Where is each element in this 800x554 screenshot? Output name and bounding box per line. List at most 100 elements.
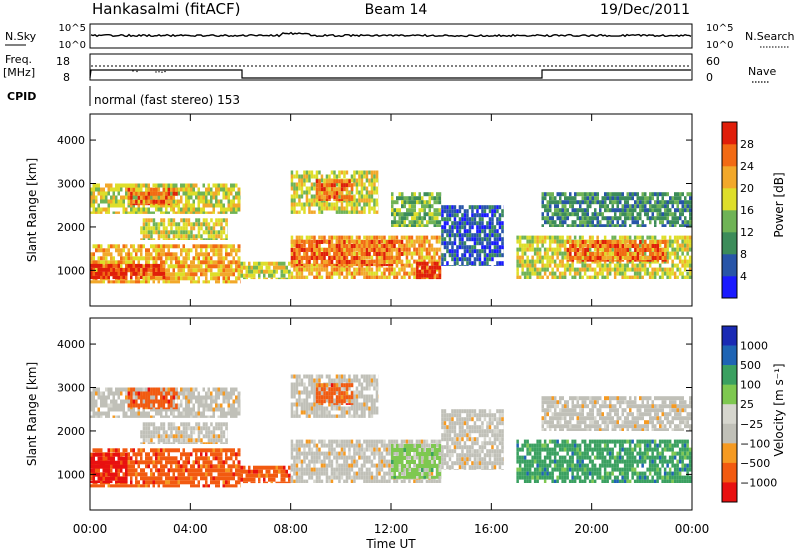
heatmap-cell <box>571 204 574 209</box>
heatmap-cell <box>187 452 190 457</box>
heatmap-cell <box>227 244 230 249</box>
heatmap-cell <box>175 484 178 488</box>
heatmap-cell <box>125 415 128 418</box>
heatmap-cell <box>526 239 529 244</box>
heatmap-cell <box>621 255 624 260</box>
heatmap-cell <box>561 200 564 205</box>
heatmap-cell <box>413 243 416 248</box>
heatmap-cell <box>551 235 554 240</box>
heatmap-cell <box>436 220 439 225</box>
heatmap-cell <box>318 267 321 272</box>
heatmap-cell <box>428 192 431 197</box>
heatmap-cell <box>90 403 93 408</box>
heatmap-cell <box>190 234 193 239</box>
heatmap-cell <box>355 170 359 175</box>
heatmap-cell <box>338 199 341 201</box>
heatmap-cell <box>197 222 201 227</box>
heatmap-cell <box>536 275 539 279</box>
heatmap-cell <box>674 220 677 225</box>
heatmap-cell <box>448 265 452 266</box>
heatmap-cell <box>649 244 652 248</box>
heatmap-cell <box>664 244 667 248</box>
heatmap-cell <box>541 192 544 197</box>
heatmap-cell <box>320 199 324 201</box>
heatmap-cell <box>674 192 677 197</box>
heatmap-cell <box>102 256 105 261</box>
heatmap-cell <box>182 476 185 481</box>
heatmap-cell <box>440 251 442 256</box>
heatmap-cell <box>295 259 299 264</box>
heatmap-cell <box>300 202 304 207</box>
heatmap-cell <box>531 239 534 244</box>
heatmap-cell <box>135 456 138 461</box>
heatmap-cell <box>125 207 128 212</box>
heatmap-cell <box>425 251 429 256</box>
heatmap-cell <box>185 183 188 188</box>
heatmap-cell <box>160 260 163 265</box>
heatmap-cell <box>611 224 614 227</box>
heatmap-cell <box>558 243 562 248</box>
heatmap-cell <box>468 245 472 250</box>
heatmap-cell <box>453 265 457 266</box>
heatmap-cell <box>117 280 120 284</box>
heatmap-cell <box>293 275 296 279</box>
heatmap-cell <box>92 452 95 457</box>
heatmap-cell <box>373 186 376 191</box>
heatmap-cell <box>478 249 482 254</box>
heatmap-cell <box>95 415 98 418</box>
heatmap-cell <box>426 200 429 205</box>
heatmap-cell <box>441 229 444 234</box>
heatmap-cell <box>212 244 215 249</box>
heatmap-cell <box>433 259 436 264</box>
heatmap-cell <box>185 226 188 231</box>
heatmap-cell <box>501 261 504 266</box>
heatmap-cell <box>516 263 519 268</box>
heatmap-cell <box>115 407 118 412</box>
heatmap-cell <box>441 213 444 218</box>
heatmap-cell <box>212 252 215 257</box>
heatmap-cell <box>438 224 441 227</box>
heatmap-cell <box>227 476 230 481</box>
heatmap-cell <box>453 241 457 246</box>
heatmap-cell <box>157 452 160 457</box>
heatmap-cell <box>117 476 120 481</box>
heatmap-cell <box>328 179 331 184</box>
heatmap-cell <box>609 224 612 227</box>
heatmap-cell <box>488 265 492 266</box>
heatmap-cell <box>416 224 419 227</box>
heatmap-cell <box>310 198 314 203</box>
heatmap-cell <box>237 268 240 273</box>
heatmap-cell <box>130 476 133 481</box>
heatmap-cell <box>330 275 334 279</box>
heatmap-cell <box>551 200 554 205</box>
heatmap-cell <box>110 263 113 268</box>
colorbar-swatch <box>722 232 737 255</box>
heatmap-cell <box>165 480 168 485</box>
heatmap-cell <box>563 255 567 260</box>
heatmap-cell <box>348 252 351 256</box>
heatmap-cell <box>240 260 241 265</box>
heatmap-cell <box>576 192 579 197</box>
heatmap-cell <box>353 202 356 207</box>
heatmap-cell <box>674 196 677 201</box>
heatmap-cell <box>523 243 527 248</box>
heatmap-cell <box>626 263 629 268</box>
heatmap-cell <box>606 192 609 197</box>
heatmap-cell <box>323 235 326 240</box>
heatmap-cell <box>170 456 173 461</box>
heatmap-cell <box>410 251 414 256</box>
heatmap-cell <box>100 395 103 400</box>
colorbar-swatch <box>722 144 737 167</box>
heatmap-cell <box>172 230 176 235</box>
heatmap-cell <box>182 248 185 253</box>
heatmap-cell <box>556 208 559 213</box>
heatmap-cell <box>589 224 592 227</box>
heatmap-cell <box>634 244 637 248</box>
heatmap-cell <box>200 244 203 249</box>
heatmap-cell <box>180 264 183 269</box>
heatmap-cell <box>591 212 594 217</box>
heatmap-cell <box>127 464 130 469</box>
heatmap-cell <box>646 267 649 272</box>
heatmap-cell <box>190 468 193 473</box>
heatmap-cell <box>646 208 649 213</box>
